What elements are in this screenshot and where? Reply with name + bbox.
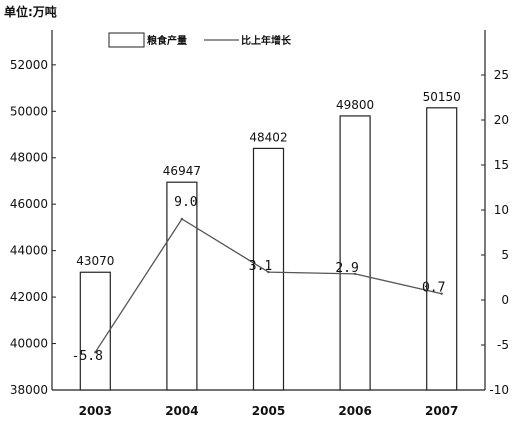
plot-area: 3800040000420004400046000480005000052000… <box>10 30 509 418</box>
bar-value-label: 46947 <box>163 164 201 178</box>
x-tick-label: 2006 <box>338 404 371 418</box>
x-tick-label: 2003 <box>79 404 112 418</box>
growth-point <box>267 270 270 274</box>
bar-value-label: 48402 <box>249 130 287 144</box>
legend-label-bar: 粮食产量 <box>147 34 187 47</box>
bar-value-label: 43070 <box>76 254 114 268</box>
y-left-tick-label: 48000 <box>10 151 48 165</box>
y-right-tick-label: 15 <box>494 158 509 172</box>
x-tick-label: 2007 <box>425 404 458 418</box>
y-left-tick-label: 40000 <box>10 337 48 351</box>
growth-point <box>180 217 184 221</box>
y-left-tick-label: 46000 <box>10 197 48 211</box>
y-left-tick-label: 52000 <box>10 58 48 72</box>
growth-value-label: 2.9 <box>335 261 358 276</box>
growth-value-label: 0.7 <box>422 281 445 296</box>
bar <box>339 115 371 391</box>
y-right-tick-label: 0 <box>501 293 509 307</box>
growth-point <box>94 351 97 354</box>
y-left-tick-label: 44000 <box>10 244 48 258</box>
bar <box>252 147 285 391</box>
y-right-tick-label: -5 <box>497 338 509 352</box>
y-right-tick-label: -10 <box>489 383 509 397</box>
bar <box>79 271 111 391</box>
bar <box>166 181 198 391</box>
growth-point <box>440 292 443 295</box>
y-left-tick-label: 42000 <box>10 290 48 304</box>
bar <box>426 107 458 391</box>
growth-point <box>353 272 357 276</box>
bar-value-label: 49800 <box>336 98 374 112</box>
y-left-tick-label: 50000 <box>10 104 48 118</box>
growth-value-label: 9.0 <box>174 195 197 210</box>
growth-value-label: -5.8 <box>72 349 103 364</box>
bar-value-label: 50150 <box>423 90 461 104</box>
legend-label-line: 比上年增长 <box>241 34 292 47</box>
y-right-tick-label: 20 <box>494 113 509 127</box>
x-tick-label: 2004 <box>165 404 198 418</box>
legend-bar-swatch <box>108 32 145 48</box>
y-right-tick-label: 10 <box>494 203 509 217</box>
y-right-tick-label: 25 <box>494 68 509 82</box>
growth-value-label: 3.1 <box>249 259 272 274</box>
unit-label: 单位:万吨 <box>4 4 57 19</box>
legend: 粮食产量 比上年增长 <box>108 32 292 48</box>
y-left-tick-label: 38000 <box>10 383 48 397</box>
x-tick-label: 2005 <box>252 404 285 418</box>
y-right-tick-label: 5 <box>501 248 509 262</box>
